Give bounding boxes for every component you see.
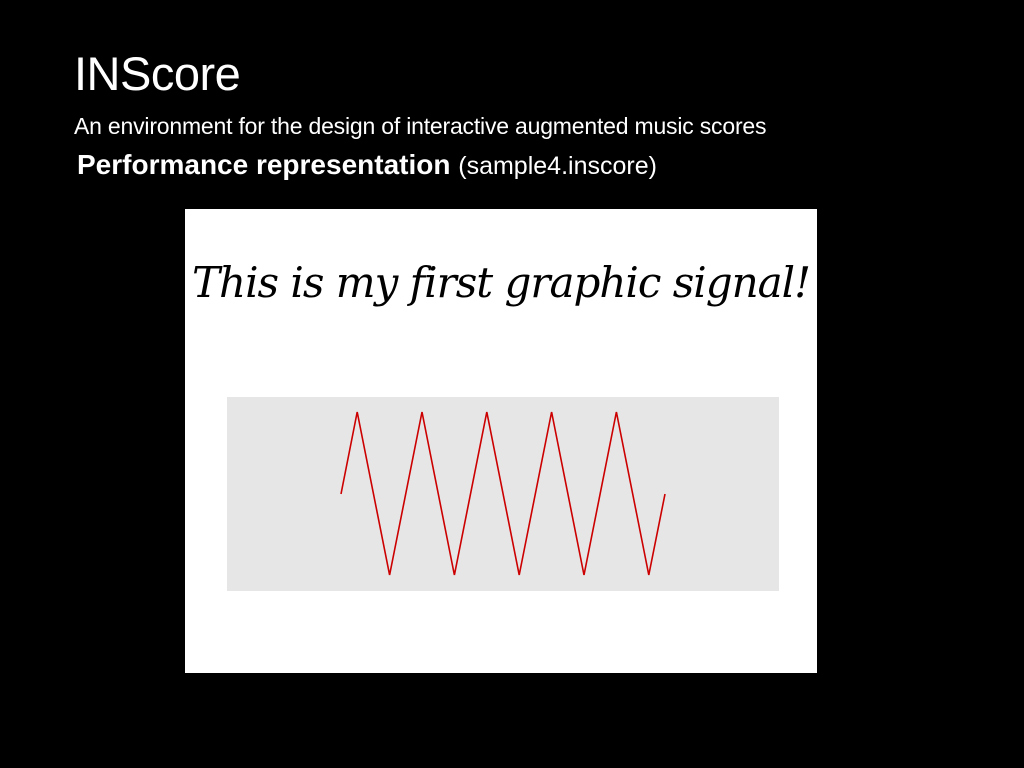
signal-line <box>340 411 666 576</box>
slide-subtitle: An environment for the design of interac… <box>74 113 767 139</box>
score-view: This is my first graphic signal! <box>185 209 817 673</box>
slide-title: INScore <box>74 47 241 100</box>
score-text: This is my first graphic signal! <box>192 258 811 307</box>
graphic-signal <box>340 411 666 576</box>
section-heading-label: Performance representation <box>77 149 451 180</box>
section-heading: Performance representation (sample4.insc… <box>77 146 657 185</box>
graphic-signal-area <box>227 397 779 591</box>
section-heading-filename: (sample4.inscore) <box>458 152 657 180</box>
